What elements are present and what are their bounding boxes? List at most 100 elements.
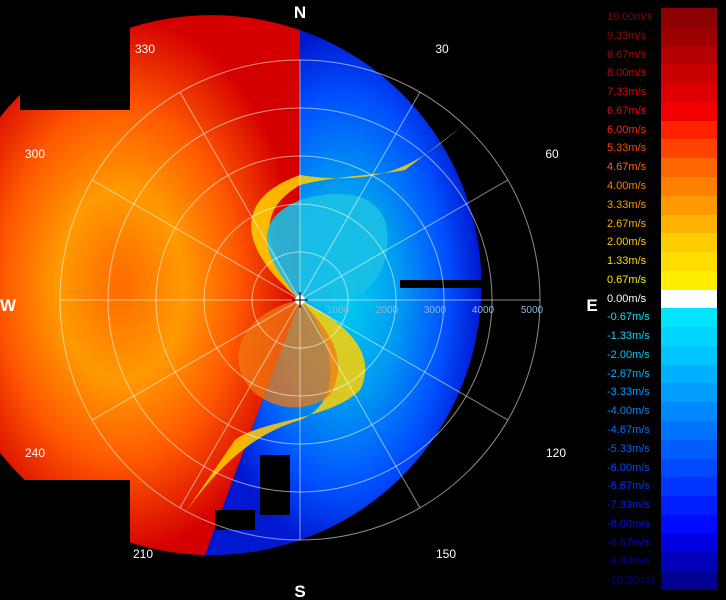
azimuth-label-30: 30 xyxy=(435,42,449,56)
legend-entry-label: 0.67m/s xyxy=(607,273,647,286)
legend-entry-label: -6.67m/s xyxy=(607,480,650,493)
legend-entry: 5.33m/s xyxy=(605,139,717,159)
legend-entry-label: -1.33m/s xyxy=(607,330,650,343)
range-label-2000: 2000 xyxy=(376,305,399,316)
legend-entry-label: -8.67m/s xyxy=(607,536,650,549)
legend-color-swatch xyxy=(661,327,717,346)
legend-entry: 4.00m/s xyxy=(605,176,717,196)
legend-entry-label: 7.33m/s xyxy=(607,86,647,99)
legend-color-swatch xyxy=(661,139,717,159)
legend-color-swatch xyxy=(661,402,717,422)
legend-entry: -5.33m/s xyxy=(605,439,717,459)
legend-color-swatch xyxy=(661,270,717,290)
legend-entry: 9.33m/s xyxy=(605,26,717,46)
east-label: E xyxy=(586,296,597,315)
legend-color-swatch xyxy=(661,45,717,65)
legend-entry-label: 8.00m/s xyxy=(607,67,647,80)
legend-entry-label: -3.33m/s xyxy=(607,386,650,399)
legend-entry-label: -10.00m/s xyxy=(607,574,656,587)
legend-color-swatch xyxy=(661,233,717,253)
legend-entry-label: 9.33m/s xyxy=(607,29,647,42)
legend-color-swatch xyxy=(661,176,717,196)
legend-entry-label: -0.67m/s xyxy=(607,311,650,324)
south-label: S xyxy=(294,582,305,600)
legend-entry: -10.00m/s xyxy=(605,571,717,590)
legend-entry-label: -9.33m/s xyxy=(607,555,650,568)
legend-entry-label: 6.67m/s xyxy=(607,104,647,117)
inner-receding-lobe xyxy=(238,300,339,408)
legend-color-swatch xyxy=(661,158,717,177)
legend-entry-label: -4.67m/s xyxy=(607,424,650,437)
legend-color-swatch xyxy=(661,364,717,384)
legend-entry: 6.00m/s xyxy=(605,120,717,140)
legend-entry-label: 2.00m/s xyxy=(607,236,647,249)
legend-color-swatch xyxy=(661,308,717,328)
range-label-3000: 3000 xyxy=(424,305,447,316)
legend-entry: -1.33m/s xyxy=(605,327,717,346)
legend-entry: 2.67m/s xyxy=(605,214,717,234)
legend-entry: -6.67m/s xyxy=(605,477,717,497)
legend-color-swatch xyxy=(661,533,717,553)
west-label: W xyxy=(0,296,17,315)
azimuth-label-330: 330 xyxy=(135,42,155,56)
legend-entry: -9.33m/s xyxy=(605,552,717,572)
velocity-field xyxy=(0,15,600,580)
legend-entry: -0.67m/s xyxy=(605,308,717,328)
inner-approaching-lobe xyxy=(266,193,388,304)
velocity-legend: 10.00m/s 9.33m/s 8.67m/s 8.00m/s 7.33m/s 6.67… xyxy=(605,8,717,590)
azimuth-label-240: 240 xyxy=(25,446,45,460)
legend-entry-label: -8.00m/s xyxy=(607,517,650,530)
legend-entry-label: -2.67m/s xyxy=(607,367,650,380)
north-label: N xyxy=(294,3,306,22)
radar-ppi-display: N S E W 30 60 120 150 210 240 300 330 10… xyxy=(0,3,600,600)
legend-entry-label: 6.00m/s xyxy=(607,123,647,136)
legend-entry-label: 0.00m/s xyxy=(607,292,647,305)
legend-entry: 0.67m/s xyxy=(605,270,717,290)
azimuth-label-300: 300 xyxy=(25,147,45,161)
legend-entry: -4.00m/s xyxy=(605,402,717,422)
legend-color-swatch xyxy=(661,477,717,497)
legend-color-swatch xyxy=(661,383,717,403)
legend-entry-label: 1.33m/s xyxy=(607,255,647,268)
range-label-4000: 4000 xyxy=(472,305,495,316)
range-label-5000: 5000 xyxy=(521,305,544,316)
legend-entry: -6.00m/s xyxy=(605,458,717,478)
legend-entry: 10.00m/s xyxy=(605,8,717,27)
legend-entry-label: -2.00m/s xyxy=(607,348,650,361)
legend-entry-label: 5.33m/s xyxy=(607,142,647,155)
legend-entry: -8.00m/s xyxy=(605,514,717,534)
legend-color-swatch xyxy=(661,514,717,534)
legend-color-swatch xyxy=(661,101,717,121)
legend-entry-label: -5.33m/s xyxy=(607,442,650,455)
legend-entry-label: 4.00m/s xyxy=(607,179,647,192)
legend-entry: -2.67m/s xyxy=(605,364,717,384)
legend-entry-label: 4.67m/s xyxy=(607,161,647,174)
legend-entry-label: -7.33m/s xyxy=(607,499,650,512)
legend-entry: -8.67m/s xyxy=(605,533,717,553)
radar-center-marker xyxy=(292,292,308,308)
legend-color-swatch xyxy=(661,458,717,478)
legend-entry: -4.67m/s xyxy=(605,421,717,440)
azimuth-label-150: 150 xyxy=(436,547,456,561)
azimuth-label-210: 210 xyxy=(133,547,153,561)
legend-entry: 0.00m/s xyxy=(605,289,717,309)
legend-entry: -2.00m/s xyxy=(605,345,717,365)
legend-entry-label: -6.00m/s xyxy=(607,461,650,474)
legend-color-swatch xyxy=(661,8,717,27)
warm-sector xyxy=(0,15,300,555)
legend-entry-label: 3.33m/s xyxy=(607,198,647,211)
azimuth-label-60: 60 xyxy=(545,147,559,161)
legend-entry: 2.00m/s xyxy=(605,233,717,253)
legend-color-swatch xyxy=(661,214,717,234)
legend-color-swatch xyxy=(661,83,717,102)
legend-color-swatch xyxy=(661,26,717,46)
legend-entry-label: -4.00m/s xyxy=(607,405,650,418)
legend-color-swatch xyxy=(661,120,717,140)
legend-entry: -7.33m/s xyxy=(605,496,717,515)
legend-color-swatch xyxy=(661,496,717,515)
legend-entry: 8.00m/s xyxy=(605,64,717,84)
legend-entry: 1.33m/s xyxy=(605,252,717,271)
legend-entry: 3.33m/s xyxy=(605,195,717,215)
legend-entry: -3.33m/s xyxy=(605,383,717,403)
legend-entry: 4.67m/s xyxy=(605,158,717,177)
